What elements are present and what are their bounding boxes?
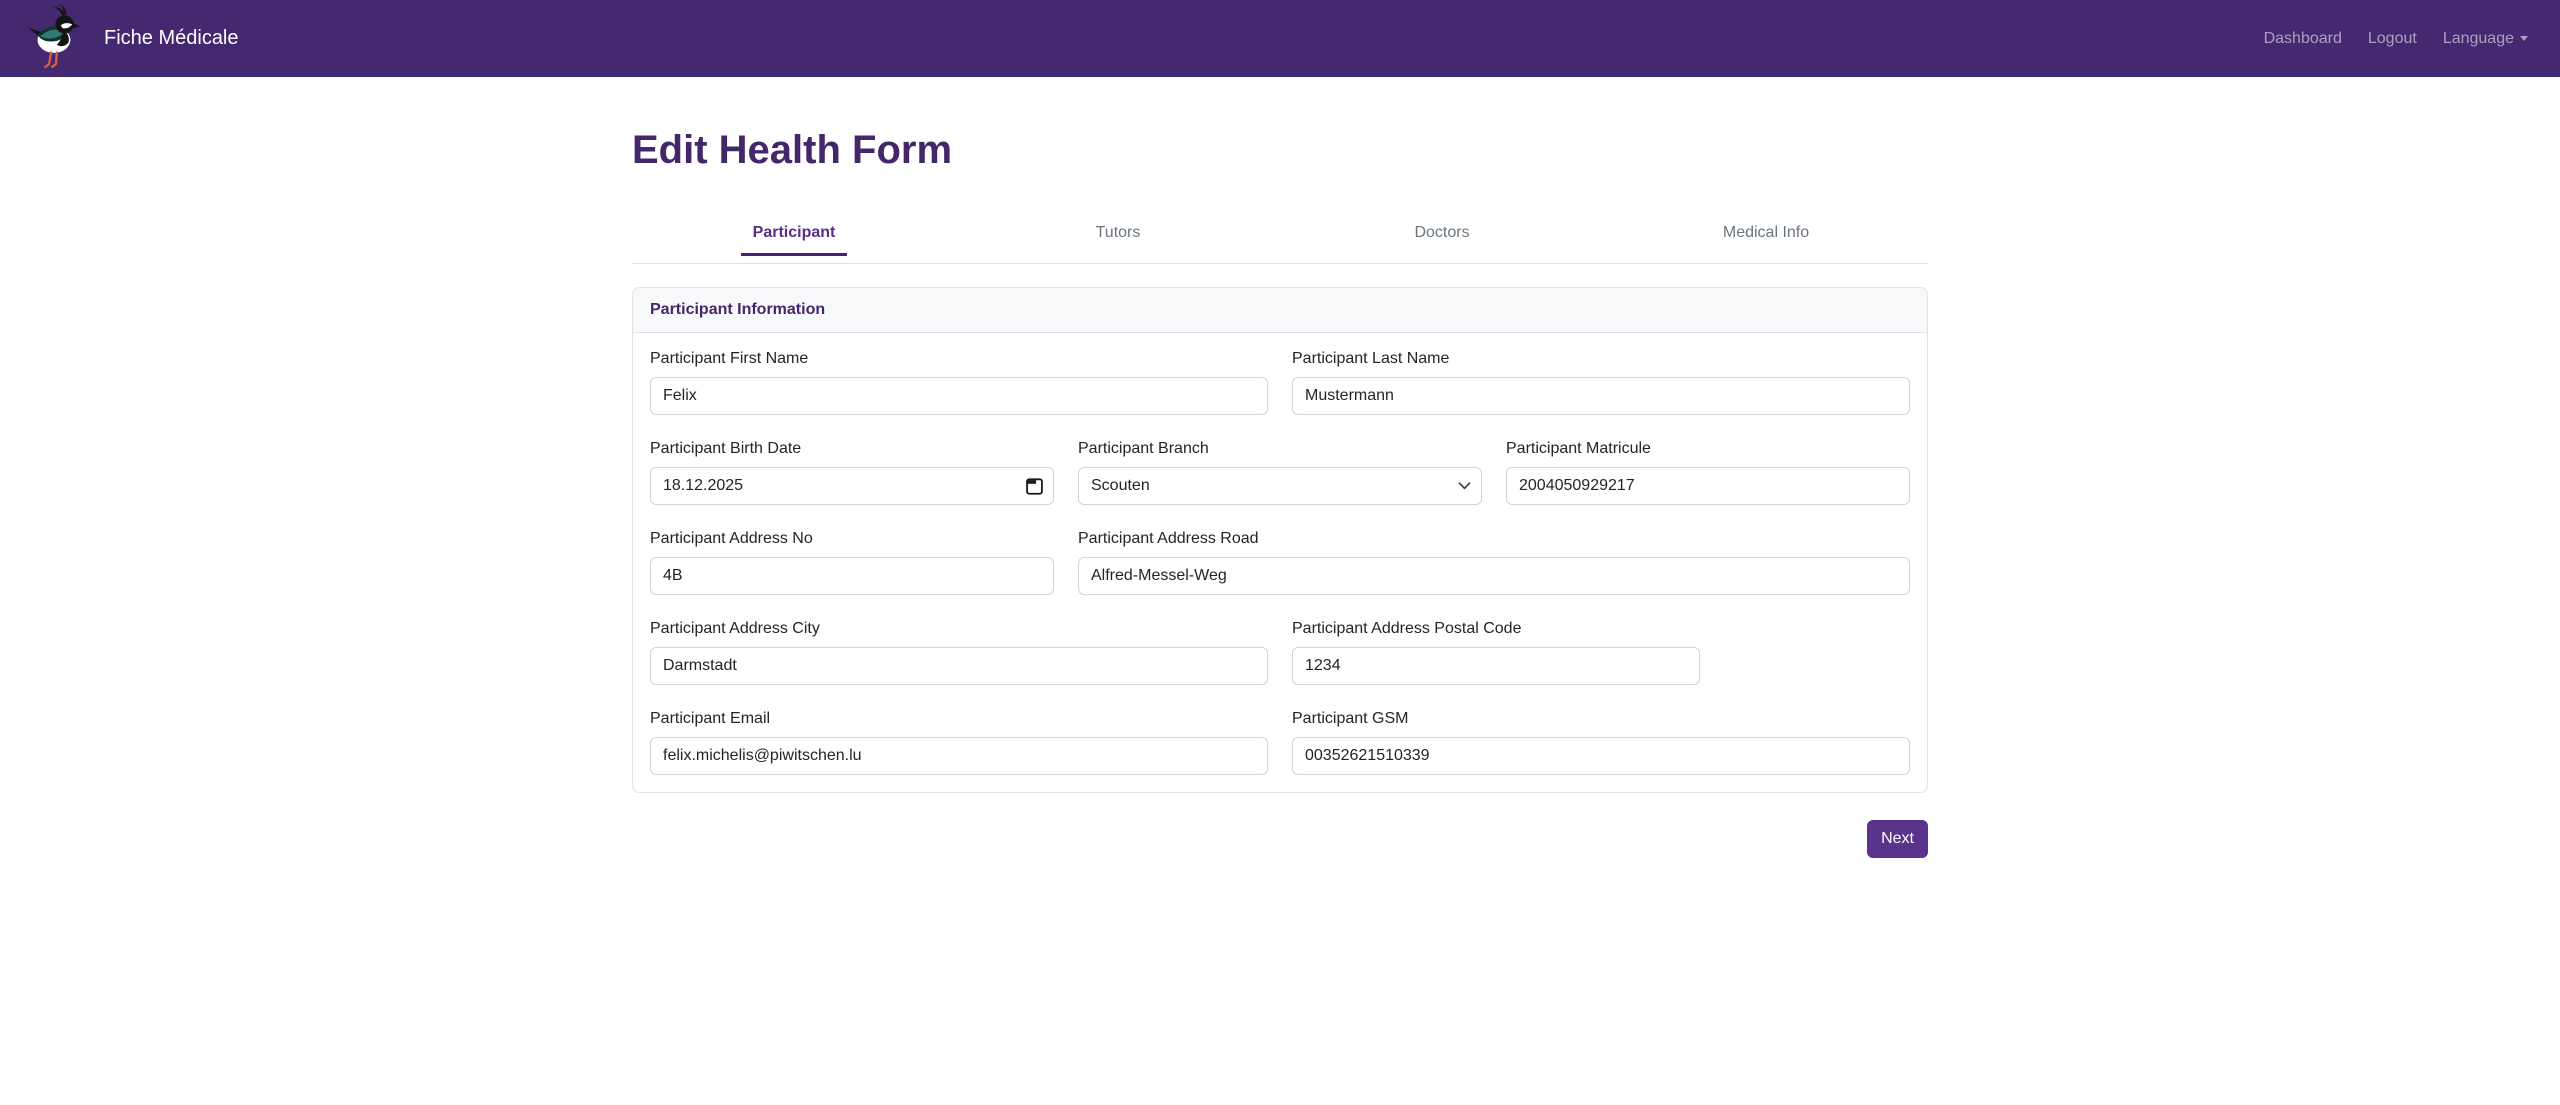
birth-date-input[interactable]	[650, 467, 1054, 505]
field-last-name: Participant Last Name	[1292, 350, 1910, 415]
participant-card: Participant Information Participant Firs…	[632, 287, 1928, 793]
field-address-city: Participant Address City	[650, 620, 1268, 685]
lapwing-bird-logo-icon	[24, 4, 82, 73]
address-no-input[interactable]	[650, 557, 1054, 595]
card-header: Participant Information	[633, 288, 1927, 333]
address-postal-code-input[interactable]	[1292, 647, 1700, 685]
address-city-label: Participant Address City	[650, 620, 820, 637]
nav-link-language-label: Language	[2442, 29, 2514, 47]
birth-date-wrap	[650, 467, 1054, 505]
field-email: Participant Email	[650, 710, 1268, 775]
address-city-input[interactable]	[650, 647, 1268, 685]
first-name-label: Participant First Name	[650, 350, 809, 367]
tab-doctors[interactable]: Doctors	[1414, 224, 1470, 241]
address-road-input[interactable]	[1078, 557, 1910, 595]
tab-cell: Tutors	[956, 216, 1280, 256]
tab-participant[interactable]: Participant	[740, 216, 848, 256]
nav-link-language-dropdown[interactable]: Language	[2435, 22, 2536, 56]
field-address-postal-code: Participant Address Postal Code	[1292, 620, 1910, 685]
last-name-input[interactable]	[1292, 377, 1910, 415]
tab-cell: Doctors	[1280, 216, 1604, 256]
email-label: Participant Email	[650, 710, 771, 727]
chevron-down-icon	[2520, 35, 2528, 41]
field-first-name: Participant First Name	[650, 350, 1268, 415]
field-birth-date: Participant Birth Date	[650, 440, 1054, 505]
branch-label: Participant Branch	[1078, 440, 1209, 457]
tab-tutors[interactable]: Tutors	[1095, 224, 1141, 241]
nav-link-dashboard[interactable]: Dashboard	[2263, 29, 2342, 47]
tab-cell: Medical Info	[1604, 216, 1928, 256]
branch-select-wrap: Scouten	[1078, 467, 1482, 505]
branch-select[interactable]: Scouten	[1078, 467, 1482, 505]
birth-date-label: Participant Birth Date	[650, 440, 802, 457]
form-tabs: Participant Tutors Doctors Medical Info	[632, 216, 1928, 256]
page-title: Edit Health Form	[632, 128, 953, 172]
field-address-no: Participant Address No	[650, 530, 1054, 595]
field-matricule: Participant Matricule	[1506, 440, 1910, 505]
calendar-icon[interactable]	[1026, 477, 1043, 496]
nav-link-logout[interactable]: Logout	[2367, 29, 2417, 47]
address-postal-code-label: Participant Address Postal Code	[1292, 620, 1522, 637]
tab-cell: Participant	[632, 216, 956, 256]
address-road-label: Participant Address Road	[1078, 530, 1259, 547]
tab-medical-info[interactable]: Medical Info	[1722, 224, 1810, 241]
form-actions: Next	[632, 820, 1928, 858]
field-address-road: Participant Address Road	[1078, 530, 1910, 595]
tabs-divider	[632, 263, 1928, 264]
participant-form: Participant First Name Participant Last …	[650, 350, 1910, 775]
card-body: Participant First Name Participant Last …	[633, 333, 1927, 792]
main-content: Edit Health Form Participant Tutors Doct…	[632, 126, 1928, 858]
gsm-label: Participant GSM	[1292, 710, 1409, 727]
brand-title: Fiche Médicale	[104, 27, 239, 49]
field-branch: Participant Branch Scouten	[1078, 440, 1482, 505]
navbar-brand[interactable]: Fiche Médicale	[24, 4, 239, 73]
next-button[interactable]: Next	[1867, 820, 1928, 858]
top-navbar: Fiche Médicale Dashboard Logout Language	[0, 0, 2560, 77]
matricule-input[interactable]	[1506, 467, 1910, 505]
first-name-input[interactable]	[650, 377, 1268, 415]
matricule-label: Participant Matricule	[1506, 440, 1651, 457]
field-gsm: Participant GSM	[1292, 710, 1910, 775]
address-no-label: Participant Address No	[650, 530, 813, 547]
navbar-links: Dashboard Logout Language	[2256, 22, 2536, 56]
gsm-input[interactable]	[1292, 737, 1910, 775]
last-name-label: Participant Last Name	[1292, 350, 1450, 367]
email-input[interactable]	[650, 737, 1268, 775]
